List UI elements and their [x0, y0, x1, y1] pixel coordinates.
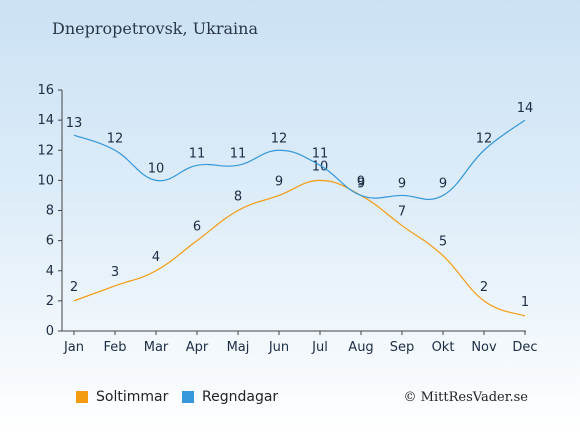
x-tick-label: Feb — [103, 340, 126, 355]
data-label-sun: 9 — [357, 174, 365, 189]
x-tick-label: Nov — [471, 340, 497, 355]
y-tick-label: 14 — [37, 113, 54, 128]
y-tick-label: 0 — [46, 324, 54, 339]
data-label-rain: 9 — [398, 176, 406, 191]
y-tick-label: 4 — [46, 264, 54, 279]
legend-item-rain: Regndagar — [182, 389, 278, 405]
legend-label-rain: Regndagar — [202, 389, 279, 405]
data-label-rain: 9 — [439, 176, 447, 191]
data-label-rain: 11 — [312, 146, 329, 161]
legend-item-sun: Soltimmar — [76, 389, 168, 405]
data-label-rain: 12 — [107, 131, 124, 146]
data-label-sun: 6 — [193, 220, 201, 235]
data-label-sun: 7 — [398, 205, 406, 220]
legend-swatch-rain — [182, 391, 194, 403]
y-tick-label: 8 — [46, 204, 54, 219]
data-label-rain: 11 — [230, 146, 247, 161]
data-label-sun: 8 — [234, 190, 242, 205]
x-tick-label: Jul — [311, 340, 328, 355]
data-label-sun: 4 — [152, 250, 160, 265]
data-label-sun: 3 — [111, 265, 119, 280]
data-label-rain: 12 — [476, 131, 493, 146]
y-tick-label: 16 — [37, 83, 54, 98]
data-label-rain: 13 — [66, 116, 83, 131]
series-line-rain — [73, 119, 526, 201]
x-tick-label: Mar — [144, 340, 169, 355]
legend-swatch-sun — [76, 391, 88, 403]
data-label-sun: 1 — [521, 295, 529, 310]
y-tick-label: 10 — [37, 173, 54, 188]
data-label-sun: 9 — [275, 174, 283, 189]
x-tick-label: Aug — [348, 340, 373, 355]
series-line-sun — [73, 179, 526, 317]
data-label-sun: 2 — [70, 280, 78, 295]
legend-label-sun: Soltimmar — [96, 389, 169, 405]
data-label-rain: 12 — [271, 131, 288, 146]
data-label-rain: 11 — [189, 146, 206, 161]
data-label-rain: 14 — [517, 101, 534, 116]
data-label-rain: 10 — [148, 161, 165, 176]
chart-title: Dnepropetrovsk, Ukraina — [52, 19, 258, 38]
x-tick-label: Jan — [63, 340, 84, 355]
y-tick-label: 2 — [46, 294, 54, 309]
data-label-rain: 9 — [357, 176, 365, 191]
x-tick-label: Sep — [390, 340, 415, 355]
x-tick-label: Okt — [432, 340, 455, 355]
copyright-text: © MittResVader.se — [403, 390, 528, 405]
x-tick-label: Maj — [227, 340, 250, 355]
y-tick-label: 6 — [46, 234, 54, 249]
data-label-sun: 2 — [480, 280, 488, 295]
y-tick-label: 12 — [37, 143, 54, 158]
x-tick-label: Apr — [186, 340, 209, 355]
x-tick-label: Jun — [268, 340, 289, 355]
data-label-sun: 5 — [439, 235, 447, 250]
x-tick-label: Dec — [512, 340, 537, 355]
